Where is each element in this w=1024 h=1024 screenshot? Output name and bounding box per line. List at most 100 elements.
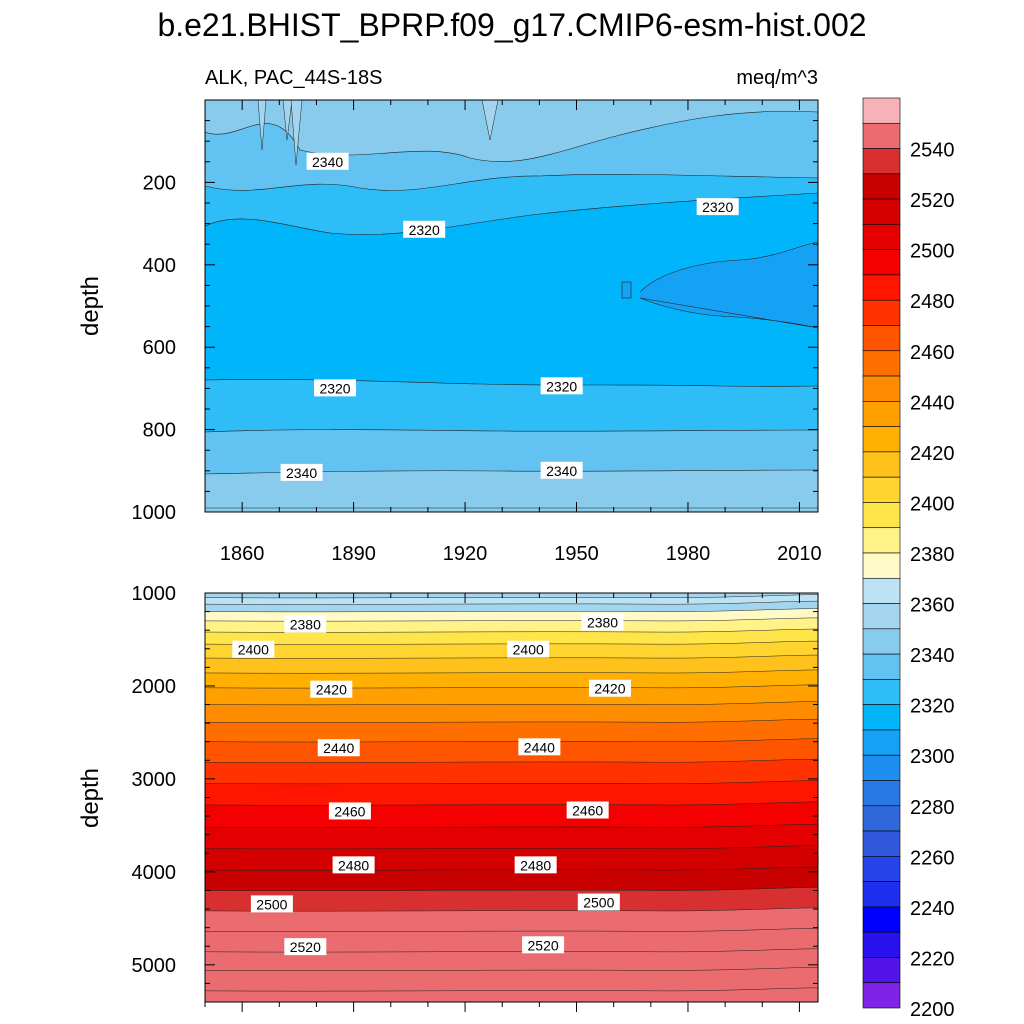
upper-contour-label: 2320 <box>314 379 357 397</box>
svg-text:2340: 2340 <box>546 463 577 479</box>
svg-text:2520: 2520 <box>290 939 321 955</box>
colorbar-swatch <box>862 805 901 832</box>
colorbar-swatch <box>862 577 901 604</box>
upper-xtick-label: 1860 <box>220 543 265 565</box>
lower-ytick-label: 1000 <box>132 583 177 605</box>
colorbar-swatch <box>862 249 901 276</box>
colorbar-label: 2280 <box>910 797 955 819</box>
colorbar-swatch <box>862 982 901 1009</box>
colorbar-label: 2480 <box>910 291 955 313</box>
colorbar-swatch <box>862 856 901 882</box>
svg-text:2440: 2440 <box>524 739 555 755</box>
svg-text:2400: 2400 <box>513 642 544 658</box>
lower-contours: 2380 2380 2400 2400 2420 2420 2440 2440 2460 2460… <box>205 593 818 1002</box>
svg-text:2420: 2420 <box>594 681 625 697</box>
svg-text:2320: 2320 <box>319 380 350 396</box>
upper-band-2310-patch <box>622 282 631 298</box>
chart-title: b.e21.BHIST_BPRP.f09_g17.CMIP6-esm-hist.… <box>157 7 866 43</box>
colorbar-label: 2540 <box>910 140 955 162</box>
colorbar-swatch <box>862 957 901 984</box>
colorbar-swatch <box>862 729 901 756</box>
upper-xtick-label: 1950 <box>554 543 599 565</box>
lower-contour-label: 2400 <box>507 640 550 658</box>
lower-contour-label: 2480 <box>332 856 375 874</box>
colorbar-swatch <box>862 704 901 731</box>
svg-text:2480: 2480 <box>338 857 369 873</box>
svg-text:2460: 2460 <box>334 803 365 819</box>
upper-ytick-label: 1000 <box>132 502 177 524</box>
colorbar-swatch <box>862 780 901 807</box>
colorbar-label: 2220 <box>910 948 955 970</box>
colorbar-swatch <box>862 906 901 933</box>
colorbar-swatch <box>862 653 901 680</box>
upper-xtick-label: 1890 <box>331 543 376 565</box>
upper-axis-ticks: 1860 1890 1920 1950 1980 2010 200 400 600 800 1000 <box>132 100 822 565</box>
upper-contours: 2340 2320 2320 2320 2320 2340 2340 <box>205 100 818 512</box>
lower-axis-ticks: 1000 2000 3000 4000 5000 <box>132 583 818 1012</box>
colorbar-swatch <box>862 198 901 225</box>
colorbar-swatch <box>862 603 901 630</box>
colorbar-swatch <box>862 122 901 149</box>
colorbar-swatch <box>862 881 901 908</box>
lower-contour-label: 2380 <box>284 615 327 633</box>
svg-text:2380: 2380 <box>290 617 321 633</box>
svg-text:2500: 2500 <box>256 896 287 912</box>
upper-contour-labels: 2340 2320 2320 2320 2320 2340 2340 <box>280 152 739 481</box>
lower-contour-label: 2480 <box>514 856 557 874</box>
colorbar-label: 2340 <box>910 645 955 667</box>
colorbar-label: 2200 <box>910 999 955 1021</box>
svg-text:2320: 2320 <box>702 199 733 215</box>
upper-contour-label: 2340 <box>540 461 583 479</box>
chart-subtitle-left: ALK, PAC_44S-18S <box>205 67 383 89</box>
colorbar: 2540 2520 2500 2480 2460 2440 2420 2400 2380 2360… <box>862 97 955 1021</box>
upper-ylabel: depth <box>77 276 104 336</box>
lower-contour-label: 2520 <box>284 938 327 956</box>
svg-text:2380: 2380 <box>587 615 618 631</box>
lower-ytick-label: 5000 <box>132 955 177 977</box>
upper-xtick-label: 2010 <box>777 543 822 565</box>
colorbar-label: 2520 <box>910 190 955 212</box>
lower-contour-label: 2500 <box>577 893 620 911</box>
upper-xtick-label: 1980 <box>666 543 711 565</box>
svg-text:2440: 2440 <box>323 740 354 756</box>
svg-text:2460: 2460 <box>572 803 603 819</box>
colorbar-label: 2260 <box>910 847 955 869</box>
colorbar-swatch <box>862 476 901 503</box>
svg-text:2480: 2480 <box>520 857 551 873</box>
lower-ytick-label: 2000 <box>132 676 177 698</box>
lower-contour-label: 2420 <box>310 680 353 698</box>
svg-text:2400: 2400 <box>238 642 269 658</box>
colorbar-label: 2380 <box>910 544 955 566</box>
lower-contour-label: 2420 <box>588 679 631 697</box>
colorbar-swatch <box>862 274 901 301</box>
colorbar-swatch <box>862 325 901 352</box>
svg-text:2340: 2340 <box>312 154 343 170</box>
colorbar-swatch <box>862 552 901 579</box>
upper-contour-label: 2320 <box>540 377 583 395</box>
lower-contour-label: 2460 <box>328 802 371 820</box>
upper-surface-spikes <box>257 100 499 166</box>
lower-ylabel: depth <box>77 768 104 828</box>
colorbar-swatch <box>862 426 901 453</box>
upper-contour-label: 2340 <box>306 152 349 170</box>
colorbar-label: 2500 <box>910 241 955 263</box>
upper-contour-label: 2320 <box>696 198 739 216</box>
colorbar-swatch <box>862 628 901 655</box>
colorbar-swatch <box>862 527 901 554</box>
svg-text:2320: 2320 <box>546 378 577 394</box>
lower-contour-label: 2380 <box>581 613 624 631</box>
colorbar-swatch <box>862 931 901 958</box>
colorbar-label: 2460 <box>910 342 955 364</box>
upper-contour-label: 2320 <box>403 220 446 238</box>
colorbar-swatch <box>862 754 901 781</box>
colorbar-swatch <box>862 401 901 427</box>
upper-ytick-label: 800 <box>143 420 176 442</box>
lower-contour-label: 2500 <box>250 895 293 913</box>
colorbar-swatch <box>862 830 901 857</box>
colorbar-swatch <box>862 148 901 175</box>
lower-contour-label: 2520 <box>522 936 565 954</box>
lower-contour-label: 2440 <box>317 739 360 757</box>
upper-contour-label: 2340 <box>280 463 323 481</box>
colorbar-swatch <box>862 299 901 326</box>
